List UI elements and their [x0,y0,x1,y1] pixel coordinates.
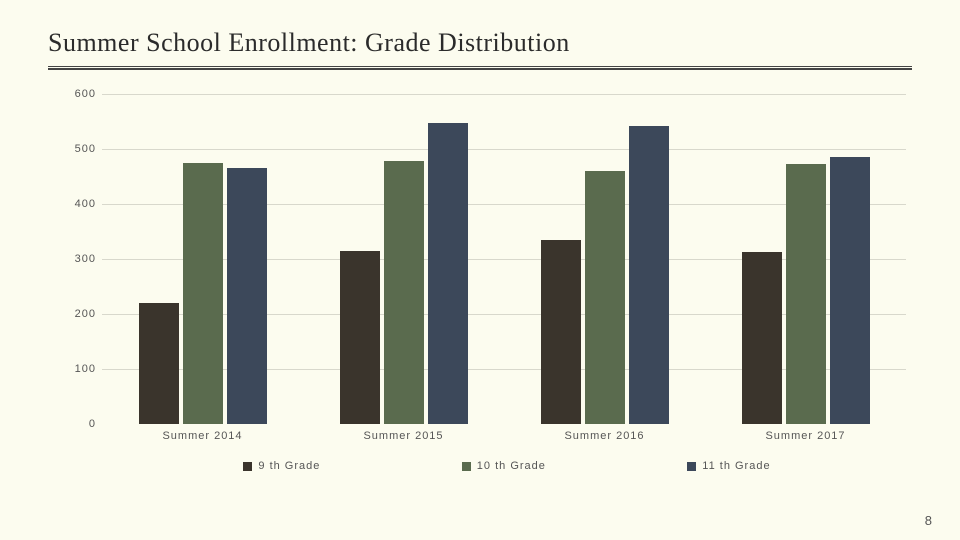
y-tick-label: 0 [68,418,96,430]
y-tick-label: 300 [68,253,96,265]
legend-label: 11 th Grade [702,460,770,472]
category-label: Summer 2014 [102,424,303,442]
page-title: Summer School Enrollment: Grade Distribu… [48,28,912,66]
bar-group: Summer 2017 [705,94,906,424]
bar [742,252,782,424]
bar [629,126,669,424]
legend-item: 9 th Grade [243,460,320,472]
bar-groups: Summer 2014Summer 2015Summer 2016Summer … [102,94,906,424]
plot-area: Summer 2014Summer 2015Summer 2016Summer … [102,94,906,424]
y-tick-label: 500 [68,143,96,155]
legend-label: 9 th Grade [258,460,320,472]
bar [585,171,625,424]
bar-group: Summer 2016 [504,94,705,424]
legend-swatch [687,462,696,471]
bar [428,123,468,424]
legend: 9 th Grade 10 th Grade 11 th Grade [102,460,912,472]
slide: Summer School Enrollment: Grade Distribu… [0,0,960,540]
legend-swatch [462,462,471,471]
page-number: 8 [925,513,932,528]
legend-item: 11 th Grade [687,460,770,472]
bar [183,163,223,424]
y-tick-label: 400 [68,198,96,210]
bar [541,240,581,424]
legend-swatch [243,462,252,471]
bar [139,303,179,424]
title-underline [48,66,912,70]
bar [830,157,870,424]
y-tick-label: 200 [68,308,96,320]
category-label: Summer 2016 [504,424,705,442]
y-tick-label: 100 [68,363,96,375]
bar [340,251,380,424]
bar [786,164,826,424]
bar-group: Summer 2014 [102,94,303,424]
bar [227,168,267,424]
legend-item: 10 th Grade [462,460,546,472]
category-label: Summer 2017 [705,424,906,442]
category-label: Summer 2015 [303,424,504,442]
y-tick-label: 600 [68,88,96,100]
legend-label: 10 th Grade [477,460,546,472]
chart: 0100200300400500600 Summer 2014Summer 20… [68,94,906,424]
bar [384,161,424,424]
bar-group: Summer 2015 [303,94,504,424]
